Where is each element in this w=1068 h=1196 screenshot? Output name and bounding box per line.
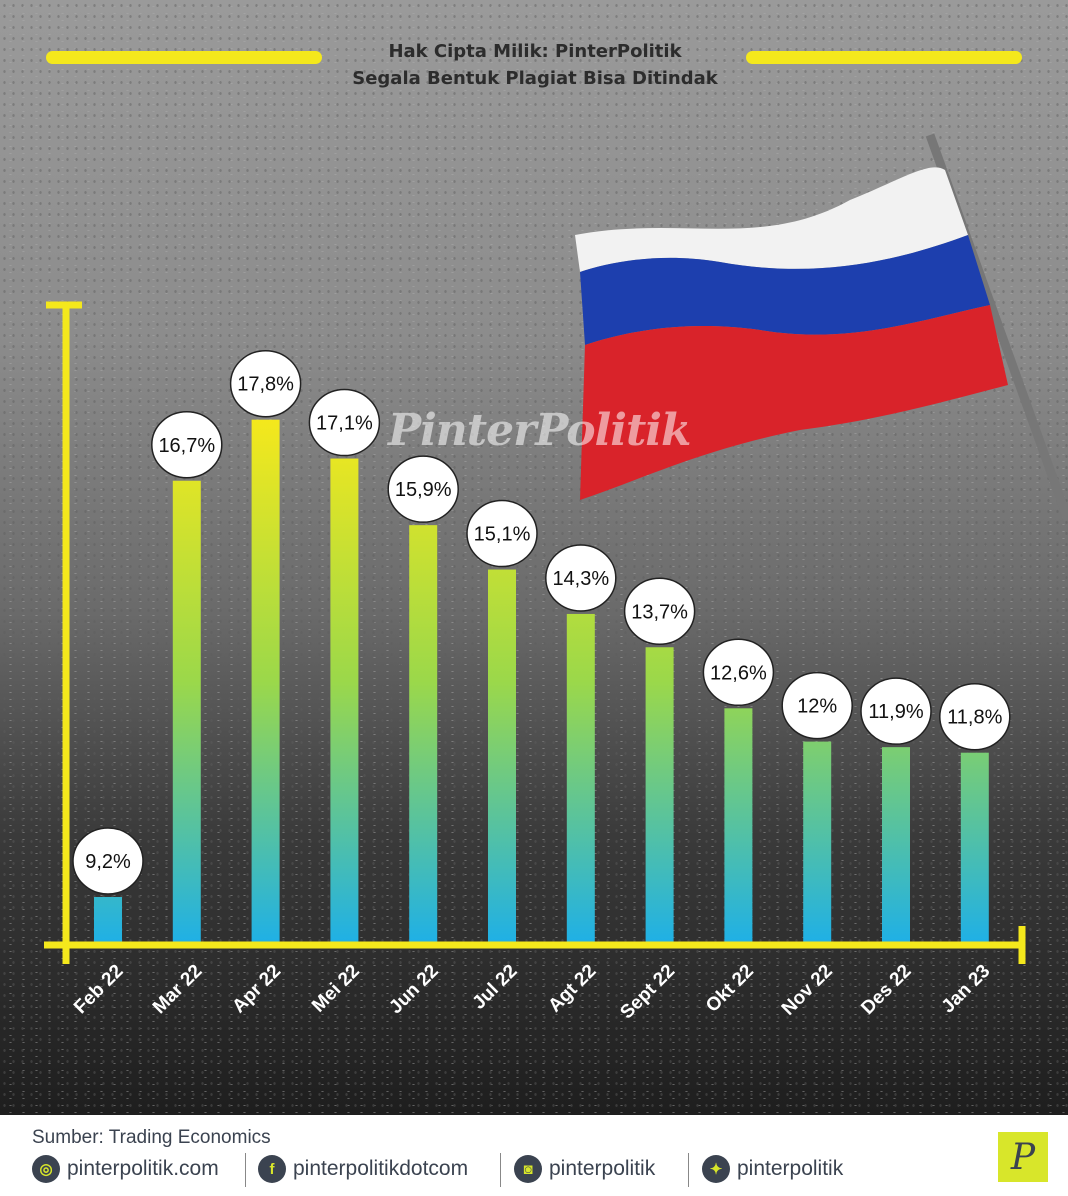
flag-red-stripe	[580, 305, 1008, 500]
data-label: 11,9%	[868, 701, 923, 723]
facebook-icon: f	[258, 1155, 286, 1183]
data-label: 13,7%	[631, 601, 688, 623]
data-label: 17,1%	[316, 413, 373, 435]
x-tick-label: Sept 22	[616, 961, 679, 1024]
x-tick-label: Okt 22	[702, 961, 758, 1017]
bar	[330, 458, 359, 943]
social-instagram[interactable]: ◙ pinterpolitik	[514, 1155, 655, 1183]
x-tick-label: Mei 22	[308, 961, 364, 1017]
social-label: pinterpolitik	[549, 1157, 656, 1180]
x-tick-label: Mar 22	[149, 961, 206, 1018]
data-label-bubble	[229, 349, 302, 418]
data-label: 9,2%	[85, 851, 131, 873]
copyright-line-1: Hak Cipta Milik: PinterPolitik	[388, 41, 682, 62]
divider	[245, 1153, 246, 1187]
data-label: 16,7%	[158, 435, 215, 457]
data-label: 15,1%	[474, 524, 531, 546]
bar	[172, 480, 201, 943]
data-label-bubble	[466, 499, 538, 568]
social-twitter[interactable]: ✦ pinterpolitik	[702, 1155, 843, 1183]
globe-icon: ◎	[32, 1155, 60, 1183]
bar	[803, 741, 832, 943]
data-label-bubble	[72, 827, 144, 895]
divider	[500, 1153, 501, 1187]
copyright-line-2: Segala Bentuk Plagiat Bisa Ditindak	[352, 68, 718, 89]
x-tick-label: Jun 22	[385, 961, 442, 1018]
data-label: 11,8%	[947, 707, 1002, 729]
pinterpolitik-logo: P	[998, 1132, 1048, 1182]
bar	[724, 708, 753, 943]
data-label-bubble	[545, 544, 617, 612]
bar	[409, 525, 438, 943]
bar	[488, 569, 516, 943]
twitter-icon: ✦	[702, 1155, 730, 1183]
x-tick-label: Apr 22	[228, 961, 285, 1018]
data-label: 12%	[797, 696, 837, 718]
social-website[interactable]: ◎ pinterpolitik.com	[32, 1155, 219, 1183]
x-tick-label: Des 22	[857, 961, 915, 1019]
x-tick-label: Agt 22	[544, 961, 600, 1017]
bar	[566, 613, 595, 943]
social-label: pinterpolitik	[737, 1157, 844, 1180]
data-label: 17,8%	[237, 374, 294, 396]
copyright-notice: Hak Cipta Milik: PinterPolitik Segala Be…	[320, 38, 750, 92]
watermark: PinterPolitik	[388, 405, 691, 456]
social-facebook[interactable]: f pinterpolitikdotcom	[258, 1155, 468, 1183]
flag-blue-stripe	[580, 235, 990, 345]
header-line-left	[46, 51, 322, 64]
data-label-bubble	[151, 411, 223, 479]
data-label-bubble	[308, 388, 381, 457]
x-tick-label: Nov 22	[778, 961, 837, 1020]
data-label-bubble	[781, 671, 853, 740]
source-note: Sumber: Trading Economics	[32, 1127, 271, 1148]
data-label-bubble	[623, 577, 696, 645]
bar-chart: 9,2% 16,7% 17,8% 17,1% 15,9% 15,1% 14,3% 13,7% 1…	[44, 301, 1026, 1024]
bar	[645, 647, 674, 943]
data-label-bubble	[860, 677, 932, 745]
x-tick-label: Jan 23	[938, 961, 995, 1018]
data-label-bubble	[387, 455, 459, 523]
social-label: pinterpolitik.com	[67, 1157, 219, 1180]
footer: Sumber: Trading Economics ◎ pinterpoliti…	[0, 1115, 1068, 1196]
divider	[688, 1153, 689, 1187]
social-label: pinterpolitikdotcom	[293, 1157, 469, 1180]
data-label-bubble	[702, 638, 775, 707]
data-label-bubble	[939, 682, 1011, 751]
data-label: 12,6%	[710, 662, 767, 684]
data-label: 14,3%	[552, 568, 609, 590]
data-label: 15,9%	[395, 479, 452, 501]
bar	[882, 747, 910, 943]
bar	[94, 897, 122, 943]
instagram-icon: ◙	[514, 1155, 542, 1183]
bar	[251, 419, 280, 943]
x-tick-label: Feb 22	[70, 961, 127, 1018]
header-line-right	[746, 51, 1022, 64]
x-tick-label: Jul 22	[469, 961, 522, 1014]
flag-white-stripe	[575, 167, 968, 272]
bar	[960, 752, 989, 943]
